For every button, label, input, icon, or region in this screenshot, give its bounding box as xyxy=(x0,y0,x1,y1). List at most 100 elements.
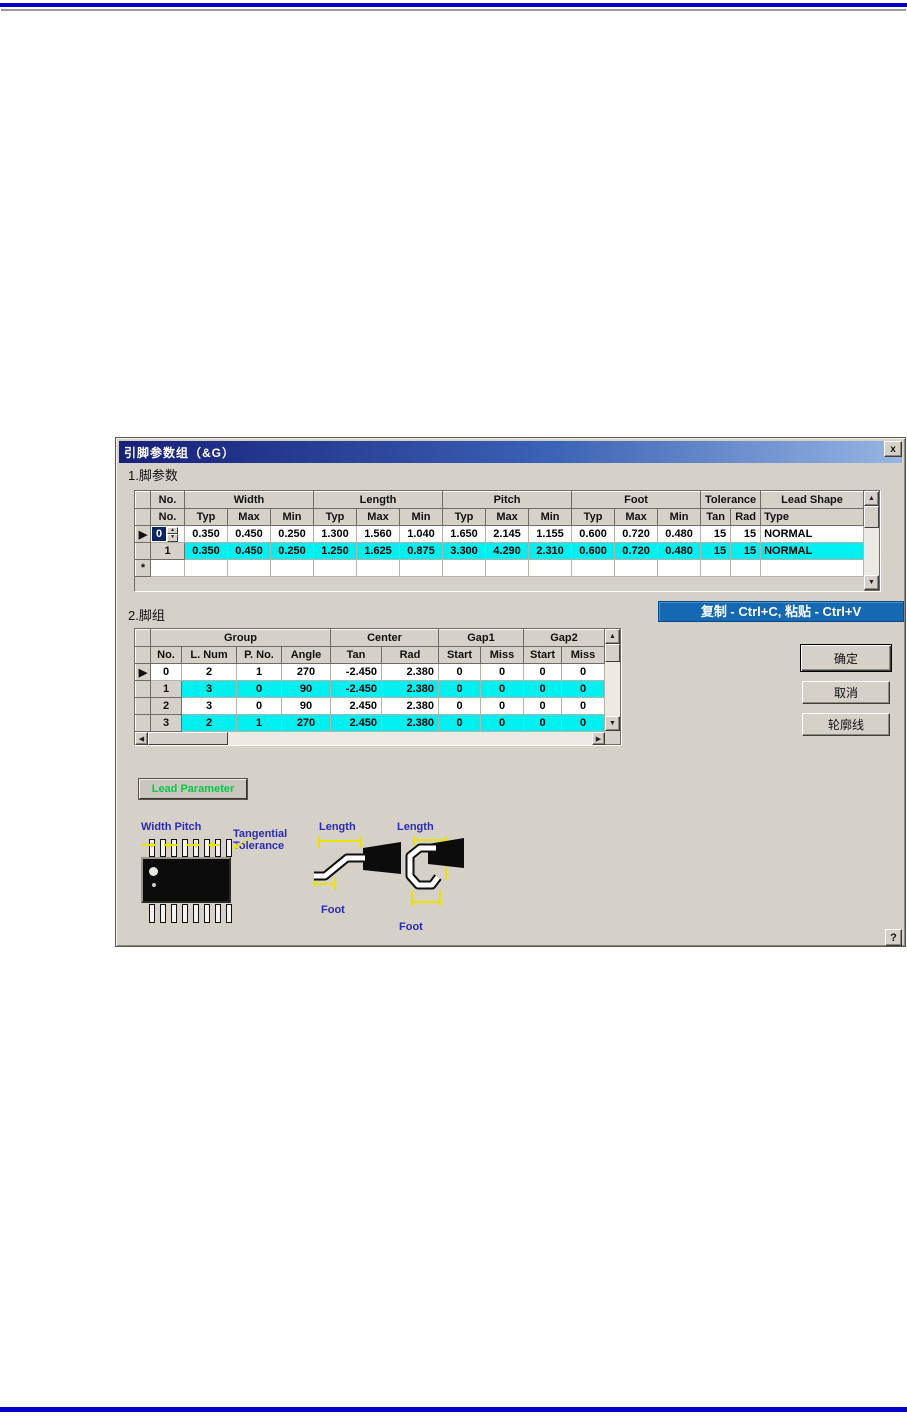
grid-cell[interactable]: 0.350 xyxy=(184,542,228,560)
grid-cell[interactable]: 90 xyxy=(281,680,331,698)
no-value[interactable]: 0 xyxy=(152,527,167,541)
row-selector[interactable] xyxy=(135,714,151,732)
grid-cell[interactable]: 2.380 xyxy=(381,663,439,681)
scroll-thumb[interactable] xyxy=(148,732,228,745)
grid-cell[interactable] xyxy=(730,559,762,577)
grid-cell[interactable] xyxy=(184,559,228,577)
grid-cell[interactable]: 15 xyxy=(730,542,762,560)
grid-cell[interactable]: 3.300 xyxy=(442,542,487,560)
grid-cell[interactable]: 270 xyxy=(281,663,331,681)
grid-cell[interactable]: 0.720 xyxy=(614,525,659,543)
scroll-thumb[interactable] xyxy=(864,506,879,528)
grid-cell[interactable] xyxy=(760,559,864,577)
no-spinner-cell[interactable]: 0 ▲ ▼ xyxy=(150,525,185,543)
grid-cell[interactable]: 0 xyxy=(561,663,605,681)
grid-cell[interactable]: 2 xyxy=(150,697,182,715)
grid-cell[interactable]: -2.450 xyxy=(330,680,382,698)
grid-cell[interactable]: 0.250 xyxy=(270,542,314,560)
grid-cell[interactable]: 1.155 xyxy=(528,525,573,543)
grid-cell[interactable]: -2.450 xyxy=(330,663,382,681)
close-button[interactable]: x xyxy=(884,441,902,457)
scroll-down-button[interactable]: ▼ xyxy=(605,716,620,731)
grid-cell[interactable]: 1.300 xyxy=(313,525,357,543)
row-selector[interactable] xyxy=(135,697,151,715)
grid-cell[interactable]: 1.560 xyxy=(356,525,400,543)
grid-cell[interactable] xyxy=(571,559,616,577)
grid-cell[interactable] xyxy=(356,559,400,577)
lead-parameter-button[interactable]: Lead Parameter xyxy=(139,779,247,799)
scroll-up-button[interactable]: ▲ xyxy=(605,629,620,644)
grid-cell[interactable]: 2.450 xyxy=(330,697,382,715)
grid-cell[interactable]: 0.600 xyxy=(571,525,616,543)
grid-cell[interactable]: 1.040 xyxy=(399,525,444,543)
grid-cell[interactable]: 0 xyxy=(150,663,182,681)
grid-cell[interactable]: 2.380 xyxy=(381,680,439,698)
grid-cell[interactable]: 0.720 xyxy=(614,542,659,560)
grid-cell[interactable]: 0 xyxy=(438,680,481,698)
grid-cell[interactable]: 0 xyxy=(523,663,563,681)
grid-cell[interactable]: 1 xyxy=(236,663,282,681)
grid-cell[interactable] xyxy=(150,559,185,577)
grid-cell[interactable]: 0 xyxy=(561,697,605,715)
row-selector[interactable] xyxy=(135,680,151,698)
grid-cell[interactable]: 4.290 xyxy=(485,542,530,560)
grid2-vertical-scrollbar[interactable]: ▲ ▼ xyxy=(605,629,620,731)
spin-down-icon[interactable]: ▼ xyxy=(167,534,179,542)
grid-cell[interactable]: 0.350 xyxy=(184,525,228,543)
cancel-button[interactable]: 取消 xyxy=(802,681,890,704)
grid-cell[interactable]: 0.875 xyxy=(399,542,444,560)
grid-cell[interactable]: 0 xyxy=(236,680,282,698)
grid-cell[interactable]: 0.600 xyxy=(571,542,616,560)
grid-cell[interactable]: 2.310 xyxy=(528,542,573,560)
grid-cell[interactable]: 1.625 xyxy=(356,542,400,560)
grid-cell[interactable] xyxy=(700,559,732,577)
grid-cell[interactable] xyxy=(485,559,530,577)
grid-cell[interactable]: NORMAL xyxy=(760,525,864,543)
grid-cell[interactable]: 3 xyxy=(181,680,237,698)
scroll-right-button[interactable]: ▶ xyxy=(592,732,605,745)
grid-cell[interactable]: 2.380 xyxy=(381,697,439,715)
grid-cell[interactable] xyxy=(270,559,314,577)
ok-button[interactable]: 确定 xyxy=(800,644,892,672)
grid-cell[interactable]: 0 xyxy=(480,680,525,698)
grid-cell[interactable] xyxy=(399,559,444,577)
grid-cell[interactable]: 3 xyxy=(150,714,182,732)
grid-cell[interactable]: 15 xyxy=(700,542,732,560)
grid-cell[interactable]: 0 xyxy=(438,714,481,732)
grid-cell[interactable]: 1 xyxy=(150,680,182,698)
grid-cell[interactable] xyxy=(657,559,702,577)
grid-cell[interactable]: 0.450 xyxy=(227,542,271,560)
no-spinner[interactable]: ▲ ▼ xyxy=(167,526,179,542)
row-selector[interactable]: ▶ xyxy=(135,663,151,681)
spin-up-icon[interactable]: ▲ xyxy=(167,526,179,534)
grid-cell[interactable]: NORMAL xyxy=(760,542,864,560)
grid-cell[interactable]: 0.480 xyxy=(657,542,702,560)
grid-cell[interactable]: 0 xyxy=(561,680,605,698)
grid-cell[interactable]: 0 xyxy=(438,697,481,715)
help-button[interactable]: ? xyxy=(885,929,902,946)
grid-cell[interactable]: 2 xyxy=(181,714,237,732)
grid-cell[interactable] xyxy=(227,559,271,577)
scroll-up-button[interactable]: ▲ xyxy=(864,491,879,506)
grid-cell[interactable]: 0 xyxy=(480,697,525,715)
row-selector[interactable] xyxy=(135,542,151,560)
grid-cell[interactable]: 0 xyxy=(523,714,563,732)
scroll-down-button[interactable]: ▼ xyxy=(864,575,879,590)
grid-cell[interactable]: 2 xyxy=(181,663,237,681)
grid1-vertical-scrollbar[interactable]: ▲ ▼ xyxy=(864,491,879,590)
grid-cell[interactable] xyxy=(528,559,573,577)
grid-cell[interactable] xyxy=(442,559,487,577)
grid-cell[interactable]: 90 xyxy=(281,697,331,715)
grid-cell[interactable]: 0.450 xyxy=(227,525,271,543)
scroll-thumb[interactable] xyxy=(605,644,620,662)
grid-cell[interactable]: 270 xyxy=(281,714,331,732)
grid-cell[interactable]: 2.145 xyxy=(485,525,530,543)
grid-cell[interactable]: 1.250 xyxy=(313,542,357,560)
grid2-horizontal-scrollbar[interactable]: ◀ ▶ xyxy=(135,732,605,745)
grid-cell[interactable]: 1 xyxy=(236,714,282,732)
row-no[interactable]: 1 xyxy=(150,542,185,560)
row-selector[interactable]: ▶ xyxy=(135,525,151,543)
grid-cell[interactable] xyxy=(313,559,357,577)
outline-button[interactable]: 轮廓线 xyxy=(802,713,890,736)
grid-cell[interactable]: 3 xyxy=(181,697,237,715)
